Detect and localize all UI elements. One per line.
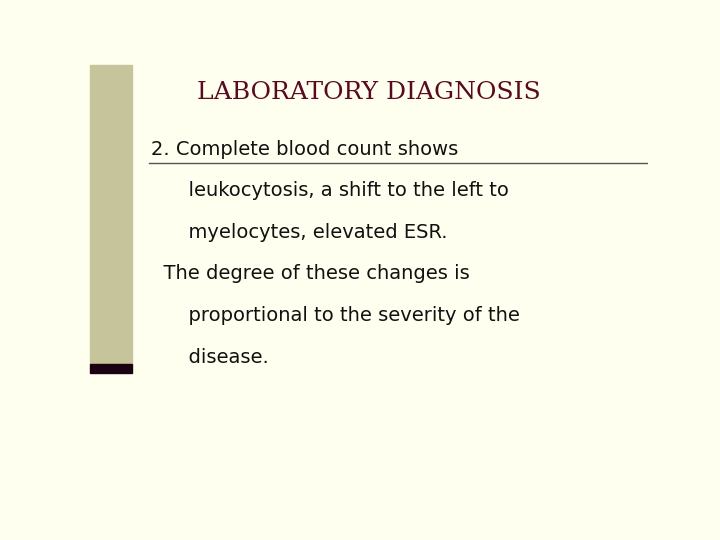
Text: disease.: disease. xyxy=(151,348,269,367)
Text: The degree of these changes is: The degree of these changes is xyxy=(151,265,470,284)
Text: 2. Complete blood count shows: 2. Complete blood count shows xyxy=(151,140,459,159)
Bar xyxy=(90,65,132,364)
Text: leukocytosis, a shift to the left to: leukocytosis, a shift to the left to xyxy=(151,181,509,200)
Text: myelocytes, elevated ESR.: myelocytes, elevated ESR. xyxy=(151,223,448,242)
Text: LABORATORY DIAGNOSIS: LABORATORY DIAGNOSIS xyxy=(197,82,541,104)
Text: proportional to the severity of the: proportional to the severity of the xyxy=(151,306,521,325)
Bar xyxy=(90,364,132,373)
